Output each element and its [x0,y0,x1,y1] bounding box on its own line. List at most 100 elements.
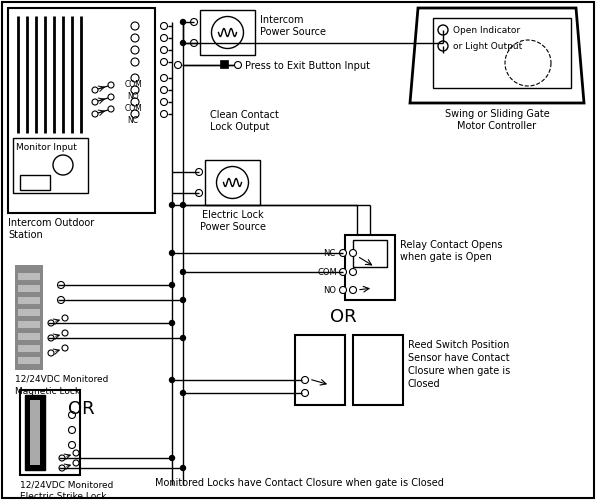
Bar [220,60,228,68]
Circle shape [160,34,167,42]
Text: Open Indicator: Open Indicator [453,26,520,35]
Text: OR: OR [68,400,95,418]
Text: Monitored Locks have Contact Closure when gate is Closed: Monitored Locks have Contact Closure whe… [155,478,444,488]
Circle shape [59,465,65,471]
Circle shape [108,94,114,100]
Circle shape [62,345,68,351]
Circle shape [48,335,54,341]
Circle shape [131,98,139,106]
Circle shape [169,282,175,288]
Circle shape [131,46,139,54]
Circle shape [160,46,167,54]
Bar [433,18,571,88]
Circle shape [92,99,98,105]
Text: Press to Exit Button Input: Press to Exit Button Input [245,61,370,71]
Circle shape [349,286,356,294]
Circle shape [48,320,54,326]
Circle shape [62,315,68,321]
Bar [18,333,40,340]
Text: Electric Strike Lock: Electric Strike Lock [20,492,107,500]
Circle shape [169,320,175,326]
Text: Closed: Closed [408,379,440,389]
Circle shape [108,82,114,88]
Bar [18,357,40,364]
Text: Motor Controller: Motor Controller [458,121,536,131]
Circle shape [169,250,175,256]
Circle shape [169,202,175,207]
Circle shape [131,110,139,118]
Circle shape [438,25,448,35]
Circle shape [160,22,167,30]
Circle shape [62,330,68,336]
Text: NO: NO [127,92,139,101]
Circle shape [302,390,309,396]
Text: Monitor Input: Monitor Input [16,143,77,152]
Circle shape [131,34,139,42]
Text: 12/24VDC Monitored: 12/24VDC Monitored [15,375,108,384]
Text: 12/24VDC Monitored: 12/24VDC Monitored [20,480,113,489]
Circle shape [131,58,139,66]
Circle shape [181,270,185,274]
Text: Intercom: Intercom [260,15,303,25]
Circle shape [340,268,346,276]
Bar [353,240,387,267]
Text: Magnetic Lock: Magnetic Lock [15,387,80,396]
Circle shape [160,86,167,94]
Circle shape [73,450,79,456]
Circle shape [349,268,356,276]
Text: Power Source: Power Source [200,222,265,232]
Circle shape [340,286,346,294]
Text: Power Source: Power Source [260,27,326,37]
Text: Swing or Sliding Gate: Swing or Sliding Gate [445,109,550,119]
Circle shape [160,74,167,82]
Text: NC: NC [323,249,335,258]
Circle shape [169,378,175,382]
Text: COM: COM [125,104,143,113]
Circle shape [181,336,185,340]
Circle shape [340,250,346,256]
Bar [15,265,43,370]
Circle shape [131,22,139,30]
Text: or Light Output: or Light Output [453,42,522,51]
Bar [200,10,255,55]
Bar [353,335,403,405]
Text: Intercom Outdoor: Intercom Outdoor [8,218,94,228]
Circle shape [69,442,76,448]
Bar [20,390,80,475]
Circle shape [302,376,309,384]
Circle shape [131,86,139,94]
Circle shape [131,74,139,82]
Circle shape [191,40,197,46]
Circle shape [216,166,249,198]
Bar [18,297,40,304]
Circle shape [59,455,65,461]
Circle shape [69,426,76,434]
Bar [25,395,45,470]
Text: NC: NC [127,116,138,125]
Circle shape [108,106,114,112]
Bar [18,285,40,292]
Circle shape [195,168,203,175]
Circle shape [195,190,203,196]
Circle shape [181,390,185,396]
Text: COM: COM [125,80,143,89]
Text: Station: Station [8,230,43,240]
Bar [13,138,88,193]
Bar [30,400,40,465]
Circle shape [212,16,244,48]
Circle shape [57,296,64,304]
Circle shape [169,456,175,460]
Circle shape [48,350,54,356]
Circle shape [69,412,76,418]
Bar [345,235,395,300]
Circle shape [160,98,167,105]
Circle shape [92,111,98,117]
Circle shape [181,20,185,24]
Bar [295,335,345,405]
Text: when gate is Open: when gate is Open [400,252,492,262]
Circle shape [181,202,185,207]
Circle shape [181,466,185,470]
Bar [18,345,40,352]
Circle shape [175,62,182,68]
Text: Closure when gate is: Closure when gate is [408,366,510,376]
